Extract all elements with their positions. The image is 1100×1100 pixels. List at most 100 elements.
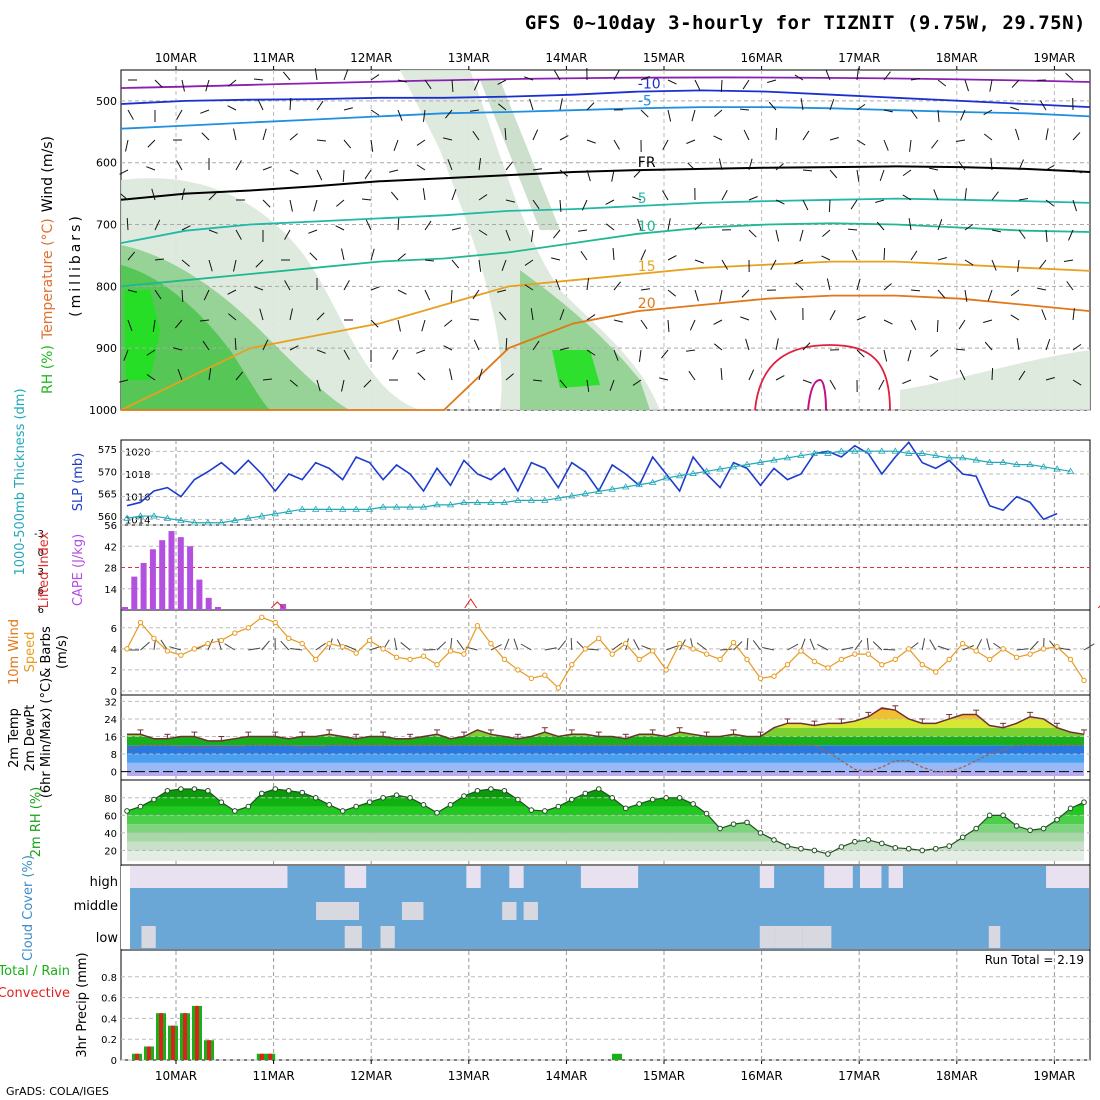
wind-barb [473, 79, 480, 91]
temp-tick-label: 8 [111, 750, 117, 761]
wind-barb [883, 139, 889, 151]
wind-barb [921, 638, 926, 651]
wind-barb [127, 251, 136, 261]
wind-barb [146, 374, 156, 381]
wind-barb [661, 349, 669, 359]
wind-barb [1072, 169, 1082, 174]
wind-barb [450, 289, 453, 302]
wind-tick-label: 4 [111, 645, 117, 656]
wind-barb [343, 280, 350, 291]
cape-bar [149, 549, 156, 610]
cape-bar [177, 537, 184, 610]
thickness-marker [662, 474, 670, 481]
wind-barb [775, 338, 779, 351]
wind-barb [280, 640, 290, 651]
wind-barb [902, 379, 912, 384]
precip-tick-label: 0.2 [101, 1035, 117, 1046]
rh-tick-label: 80 [104, 794, 117, 805]
rh-point [595, 786, 602, 792]
wind-barb [745, 338, 750, 351]
wind-barb [1045, 229, 1048, 242]
wind-barb [580, 250, 588, 261]
rh-point [771, 837, 777, 843]
wind-barb [227, 289, 237, 295]
wind-barb [532, 340, 540, 351]
wind-barb [505, 338, 508, 351]
rh-point [1067, 805, 1074, 812]
wind-barb [559, 135, 569, 141]
wind-barb [422, 188, 426, 201]
wind-barb [390, 191, 399, 201]
thickness-marker [379, 503, 387, 510]
rh-point [528, 807, 535, 813]
wind-barb [694, 259, 704, 264]
rh-point [676, 795, 683, 801]
thickness-marker [716, 465, 724, 472]
wind-speed-point [393, 654, 400, 660]
wind-barb [1017, 259, 1020, 272]
cloud-panel: high middle low Cloud Cover (%) [21, 855, 1089, 961]
wind-barb [936, 319, 939, 332]
wind-barb [929, 639, 937, 651]
wind-barb [289, 133, 298, 141]
isotherm-label: 10 [638, 219, 656, 235]
wind-speed-point [690, 646, 696, 652]
wind-barb [748, 158, 753, 171]
wind-speed-point [784, 661, 791, 668]
wind-barb [605, 223, 615, 231]
wind-barb [733, 641, 743, 651]
wind-barb [856, 103, 866, 111]
wind-barb [1039, 259, 1047, 269]
thickness-tick-label: 570 [98, 467, 117, 478]
rh-point [622, 805, 629, 812]
wind-barb [559, 169, 569, 177]
thickness-marker [622, 483, 630, 490]
thickness-marker [258, 512, 266, 519]
wind-barb [605, 199, 615, 205]
wind-barb [478, 158, 482, 171]
wind-barb [694, 79, 701, 91]
wind-barb [667, 289, 677, 297]
wind-barb [902, 169, 912, 177]
wind-barb [1066, 281, 1074, 291]
rh-point [1013, 823, 1020, 829]
wind-barb [930, 349, 939, 357]
wind-barb [633, 639, 640, 651]
cloud-ylabel: Cloud Cover (%) [21, 855, 36, 961]
wind-barb [169, 646, 182, 651]
wind-barb [826, 278, 831, 291]
wind-barb [473, 339, 480, 351]
wind-barb [876, 221, 885, 231]
profile-ylabel-part: Wind (m/s) [40, 136, 56, 212]
wind-barb [316, 349, 326, 354]
wind-barb [640, 319, 648, 330]
rh-point [757, 830, 764, 836]
wind-barb [883, 349, 888, 362]
wind-barb [233, 259, 237, 272]
wind-barb [1072, 343, 1082, 351]
wind-speed-point [825, 665, 831, 671]
wind-barb [234, 338, 237, 351]
wind-barb [336, 199, 345, 207]
thickness-marker [851, 447, 859, 454]
rh-band [127, 824, 1084, 833]
wind-barb [235, 229, 242, 240]
wind-barb [335, 225, 345, 231]
thickness-marker [298, 505, 306, 512]
wind-barb [146, 166, 156, 171]
wind-speed-point [407, 656, 413, 663]
temp-ylabel-part: 2m DewPt [23, 705, 38, 772]
rh-point [232, 808, 238, 814]
wind-barb [713, 135, 723, 141]
wind-barb [497, 289, 507, 293]
wind-barb [282, 71, 291, 81]
wind-speed-point [1040, 646, 1047, 652]
date-label-top: 13MAR [448, 51, 490, 65]
thickness-marker [500, 498, 509, 506]
wind-barb [1029, 640, 1039, 651]
precip-tick-label: 0.8 [101, 973, 117, 984]
wind-barb [720, 368, 723, 381]
wind-barb [248, 647, 261, 651]
rh-shading [480, 80, 560, 230]
cloud-high-gap [130, 866, 288, 888]
